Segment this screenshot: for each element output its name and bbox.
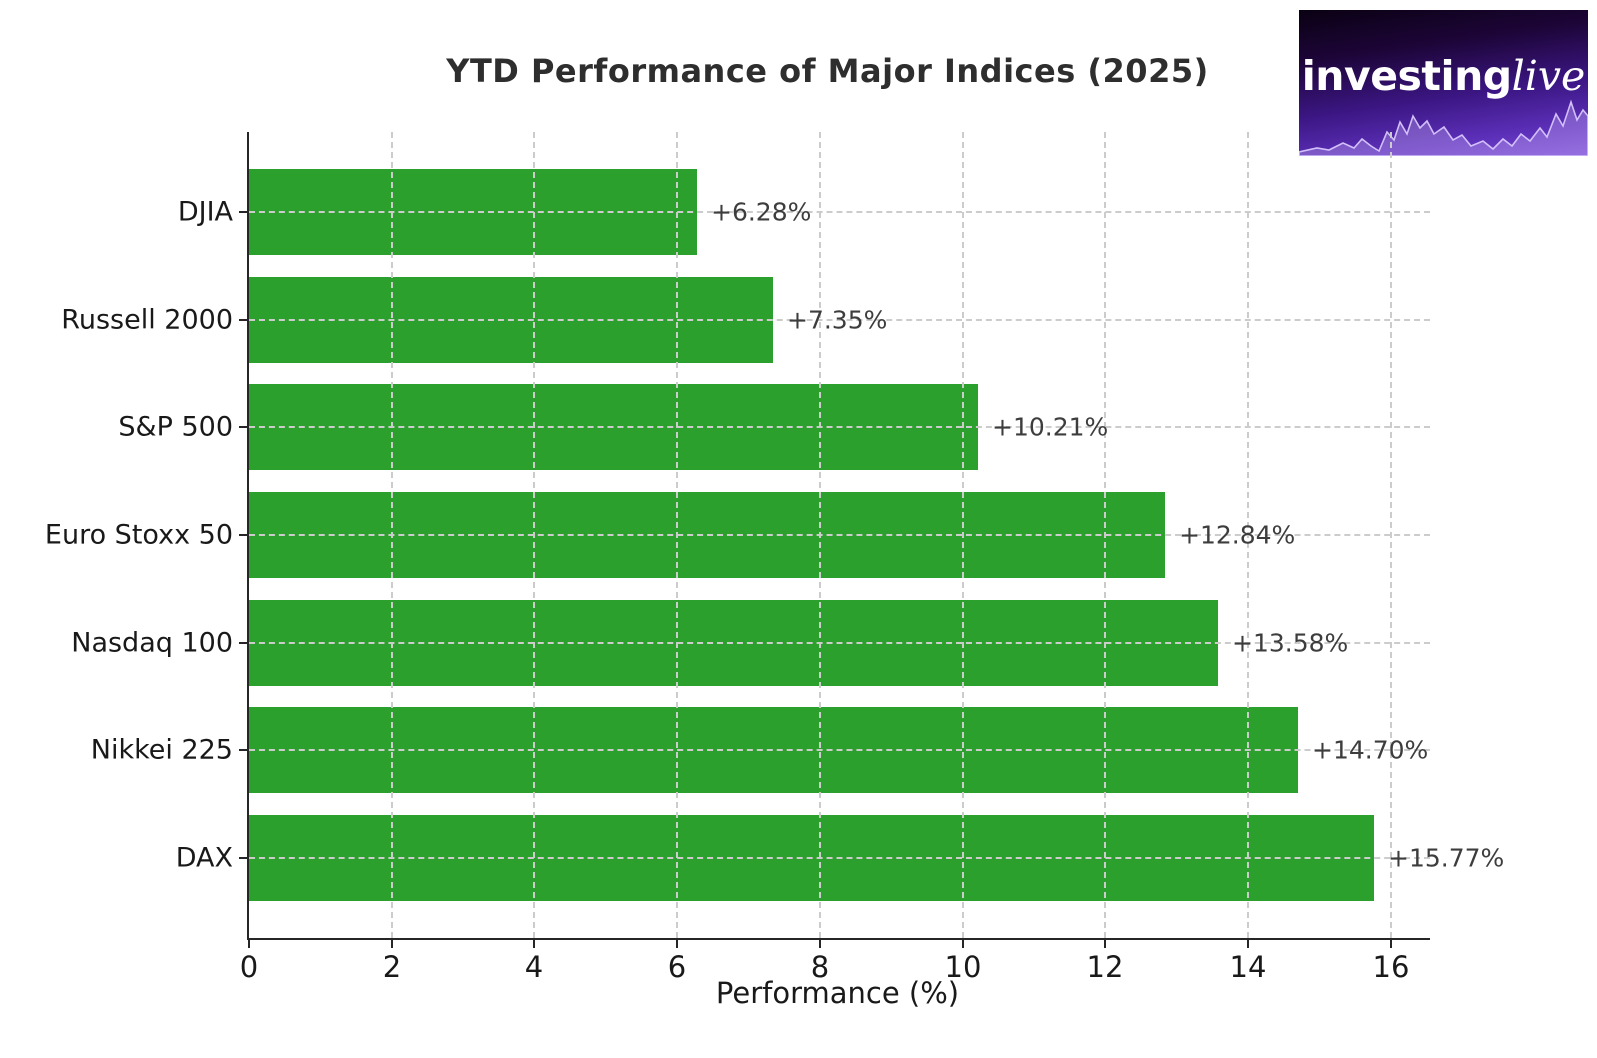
- x-axis-tick: [248, 938, 250, 948]
- x-axis-tick: [533, 938, 535, 948]
- bar-value-label: +10.21%: [992, 412, 1109, 442]
- x-tick-label: 10: [944, 950, 982, 984]
- y-tick-label: S&P 500: [118, 411, 233, 443]
- x-tick-label: 4: [524, 950, 544, 984]
- vertical-gridline: [1104, 132, 1106, 938]
- x-tick-label: 2: [382, 950, 402, 984]
- plot-area: DJIA +6.28% Russell 2000 +7.35% S&P 500 +10.2…: [45, 132, 1504, 984]
- y-tick-label: DJIA: [177, 196, 233, 228]
- horizontal-gridline: [249, 211, 1430, 213]
- bar-value-label: +14.70%: [1312, 735, 1429, 765]
- y-axis-tick: [239, 318, 249, 321]
- horizontal-gridline: [249, 426, 1430, 429]
- horizontal-gridline: [249, 318, 1430, 321]
- x-axis-tick: [819, 938, 821, 948]
- bar-value-label: +12.84%: [1179, 520, 1296, 550]
- logo-brand-text: investinglive: [1299, 56, 1588, 97]
- y-axis-tick: [239, 749, 249, 752]
- y-tick-label: Russell 2000: [61, 304, 233, 336]
- vertical-gridline: [962, 132, 964, 938]
- vertical-gridline: [1247, 132, 1249, 938]
- x-axis-tick: [391, 938, 393, 948]
- x-tick-label: 6: [667, 950, 687, 984]
- bar-value-label: +15.77%: [1388, 843, 1505, 873]
- investinglive-logo: investinglive: [1299, 10, 1588, 156]
- x-axis-tick: [676, 938, 678, 948]
- x-axis-tick: [1247, 938, 1249, 948]
- horizontal-gridline: [249, 749, 1430, 752]
- x-tick-label: 12: [1086, 950, 1124, 984]
- y-axis-tick: [239, 641, 249, 644]
- y-axis-tick: [239, 211, 249, 213]
- x-axis-tick: [1390, 938, 1392, 948]
- y-tick-label: Euro Stoxx 50: [44, 519, 233, 551]
- x-tick-label: 14: [1229, 950, 1267, 984]
- horizontal-gridline: [249, 857, 1430, 859]
- y-tick-label: Nasdaq 100: [71, 627, 233, 659]
- vertical-gridline: [1390, 132, 1392, 938]
- logo-brand-bold: investing: [1301, 52, 1512, 100]
- x-axis-tick: [1104, 938, 1106, 948]
- y-tick-label: DAX: [175, 842, 233, 874]
- vertical-gridline: [676, 132, 678, 938]
- y-axis-tick: [239, 857, 249, 859]
- vertical-gridline: [391, 132, 393, 938]
- y-tick-label: Nikkei 225: [90, 734, 233, 766]
- y-axis-tick: [239, 534, 249, 536]
- y-axis-tick: [239, 426, 249, 429]
- x-axis-label: Performance (%): [715, 976, 960, 1010]
- logo-brand-italic: live: [1511, 52, 1586, 100]
- horizontal-gridline: [249, 641, 1430, 644]
- stock-sparkline-icon: [1299, 99, 1588, 156]
- bar-value-label: +6.28%: [711, 197, 812, 227]
- chart-title: YTD Performance of Major Indices (2025): [446, 52, 1209, 90]
- vertical-gridline: [819, 132, 821, 938]
- x-tick-label: 16: [1372, 950, 1410, 984]
- bar-value-label: +7.35%: [787, 305, 888, 335]
- x-tick-label: 8: [810, 950, 830, 984]
- horizontal-gridline: [249, 534, 1430, 536]
- x-axis-tick: [962, 938, 964, 948]
- x-tick-label: 0: [239, 950, 259, 984]
- bar-value-label: +13.58%: [1232, 628, 1349, 658]
- vertical-gridline: [533, 132, 535, 938]
